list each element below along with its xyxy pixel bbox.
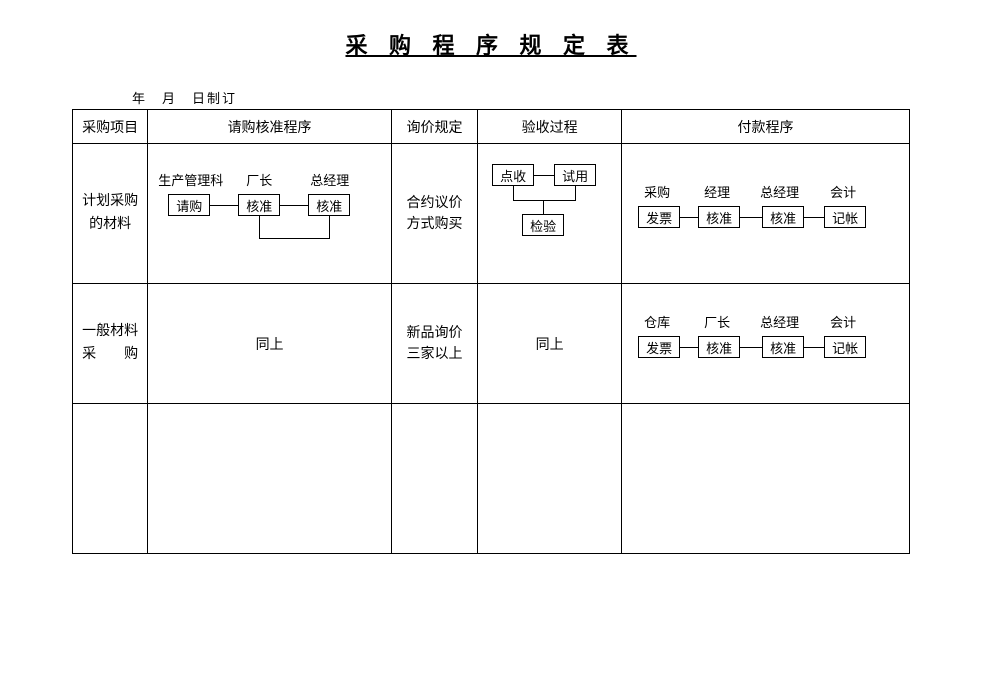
- row-planned: 计划采购 的材料 生产管理科 厂长 总经理 请购 核准 核准: [73, 144, 910, 284]
- connector: [804, 347, 824, 348]
- row2-inquiry: 新品询价 三家以上: [391, 284, 477, 404]
- empty-cell: [391, 404, 477, 554]
- procedure-table: 采购项目 请购核准程序 询价规定 验收过程 付款程序 计划采购 的材料 生产管理…: [72, 109, 910, 554]
- role-label: 总经理: [760, 312, 799, 331]
- role-label: 总经理: [310, 170, 349, 189]
- row1-pay: 采购 经理 总经理 会计 发票 核准 核准 记帐: [622, 144, 910, 284]
- row1-pay-flow: 采购 经理 总经理 会计 发票 核准 核准 记帐: [622, 144, 909, 283]
- row1-approve-flow: 生产管理科 厂长 总经理 请购 核准 核准: [148, 144, 391, 283]
- flow-box: 请购: [168, 194, 210, 216]
- header-row: 采购项目 请购核准程序 询价规定 验收过程 付款程序: [73, 110, 910, 144]
- row-empty: [73, 404, 910, 554]
- same-as-above: 同上: [536, 338, 564, 353]
- connector: [513, 186, 514, 200]
- role-label: 采购: [644, 182, 670, 201]
- flow-box: 发票: [638, 206, 680, 228]
- role-label: 厂长: [246, 170, 272, 189]
- row2-item: 一般材料 采 购: [73, 284, 148, 404]
- role-label: 厂长: [704, 312, 730, 331]
- connector: [259, 238, 330, 239]
- flow-box: 核准: [762, 336, 804, 358]
- flow-box: 检验: [522, 214, 564, 236]
- row2-pay-flow: 仓库 厂长 总经理 会计 发票 核准 核准 记帐: [622, 284, 909, 403]
- role-label: 经理: [704, 182, 730, 201]
- role-label: 会计: [830, 312, 856, 331]
- flow-box: 试用: [554, 164, 596, 186]
- flow-box: 核准: [698, 206, 740, 228]
- row2-approve: 同上: [148, 284, 392, 404]
- row-general: 一般材料 采 购 同上 新品询价 三家以上 同上 仓库 厂长: [73, 284, 910, 404]
- row2-item-l2: 采 购: [82, 347, 138, 362]
- page: 采 购 程 序 规 定 表 年 月 日制订 采购项目 请购核准程序 询价规定 验…: [0, 0, 982, 574]
- connector: [804, 217, 824, 218]
- row2-pay: 仓库 厂长 总经理 会计 发票 核准 核准 记帐: [622, 284, 910, 404]
- connector: [740, 347, 762, 348]
- empty-cell: [478, 404, 622, 554]
- flow-box: 核准: [698, 336, 740, 358]
- row1-inquiry-l1: 合约议价: [407, 196, 463, 211]
- flow-box: 核准: [238, 194, 280, 216]
- row1-inquiry-l2: 方式购买: [407, 217, 463, 232]
- connector: [575, 186, 576, 200]
- header-approve: 请购核准程序: [148, 110, 392, 144]
- date-line: 年 月 日制订: [132, 88, 910, 107]
- header-item: 采购项目: [73, 110, 148, 144]
- connector: [534, 175, 554, 176]
- page-title: 采 购 程 序 规 定 表: [72, 28, 910, 60]
- row1-item-l2: 的材料: [89, 217, 131, 232]
- empty-cell: [148, 404, 392, 554]
- connector: [740, 217, 762, 218]
- flow-box: 点收: [492, 164, 534, 186]
- connector: [543, 200, 544, 214]
- empty-cell: [622, 404, 910, 554]
- connector: [259, 216, 260, 238]
- flow-box: 记帐: [824, 336, 866, 358]
- flow-box: 核准: [762, 206, 804, 228]
- role-label: 生产管理科: [158, 170, 223, 189]
- connector: [680, 347, 698, 348]
- row1-approve: 生产管理科 厂长 总经理 请购 核准 核准: [148, 144, 392, 284]
- row1-inquiry: 合约议价 方式购买: [391, 144, 477, 284]
- row1-accept: 点收 试用 检验: [478, 144, 622, 284]
- connector: [680, 217, 698, 218]
- flow-box: 发票: [638, 336, 680, 358]
- row2-inquiry-l2: 三家以上: [407, 347, 463, 362]
- row1-accept-flow: 点收 试用 检验: [478, 144, 621, 283]
- same-as-above: 同上: [256, 338, 284, 353]
- row1-item-l1: 计划采购: [82, 194, 138, 209]
- flow-box: 记帐: [824, 206, 866, 228]
- row2-inquiry-l1: 新品询价: [407, 326, 463, 341]
- header-inquiry: 询价规定: [391, 110, 477, 144]
- role-label: 仓库: [644, 312, 670, 331]
- connector: [280, 205, 308, 206]
- empty-cell: [73, 404, 148, 554]
- row2-accept: 同上: [478, 284, 622, 404]
- connector: [329, 216, 330, 238]
- header-accept: 验收过程: [478, 110, 622, 144]
- role-label: 会计: [830, 182, 856, 201]
- connector: [210, 205, 238, 206]
- connector: [513, 200, 576, 201]
- row2-item-l1: 一般材料: [82, 324, 138, 339]
- header-pay: 付款程序: [622, 110, 910, 144]
- flow-box: 核准: [308, 194, 350, 216]
- row1-item: 计划采购 的材料: [73, 144, 148, 284]
- role-label: 总经理: [760, 182, 799, 201]
